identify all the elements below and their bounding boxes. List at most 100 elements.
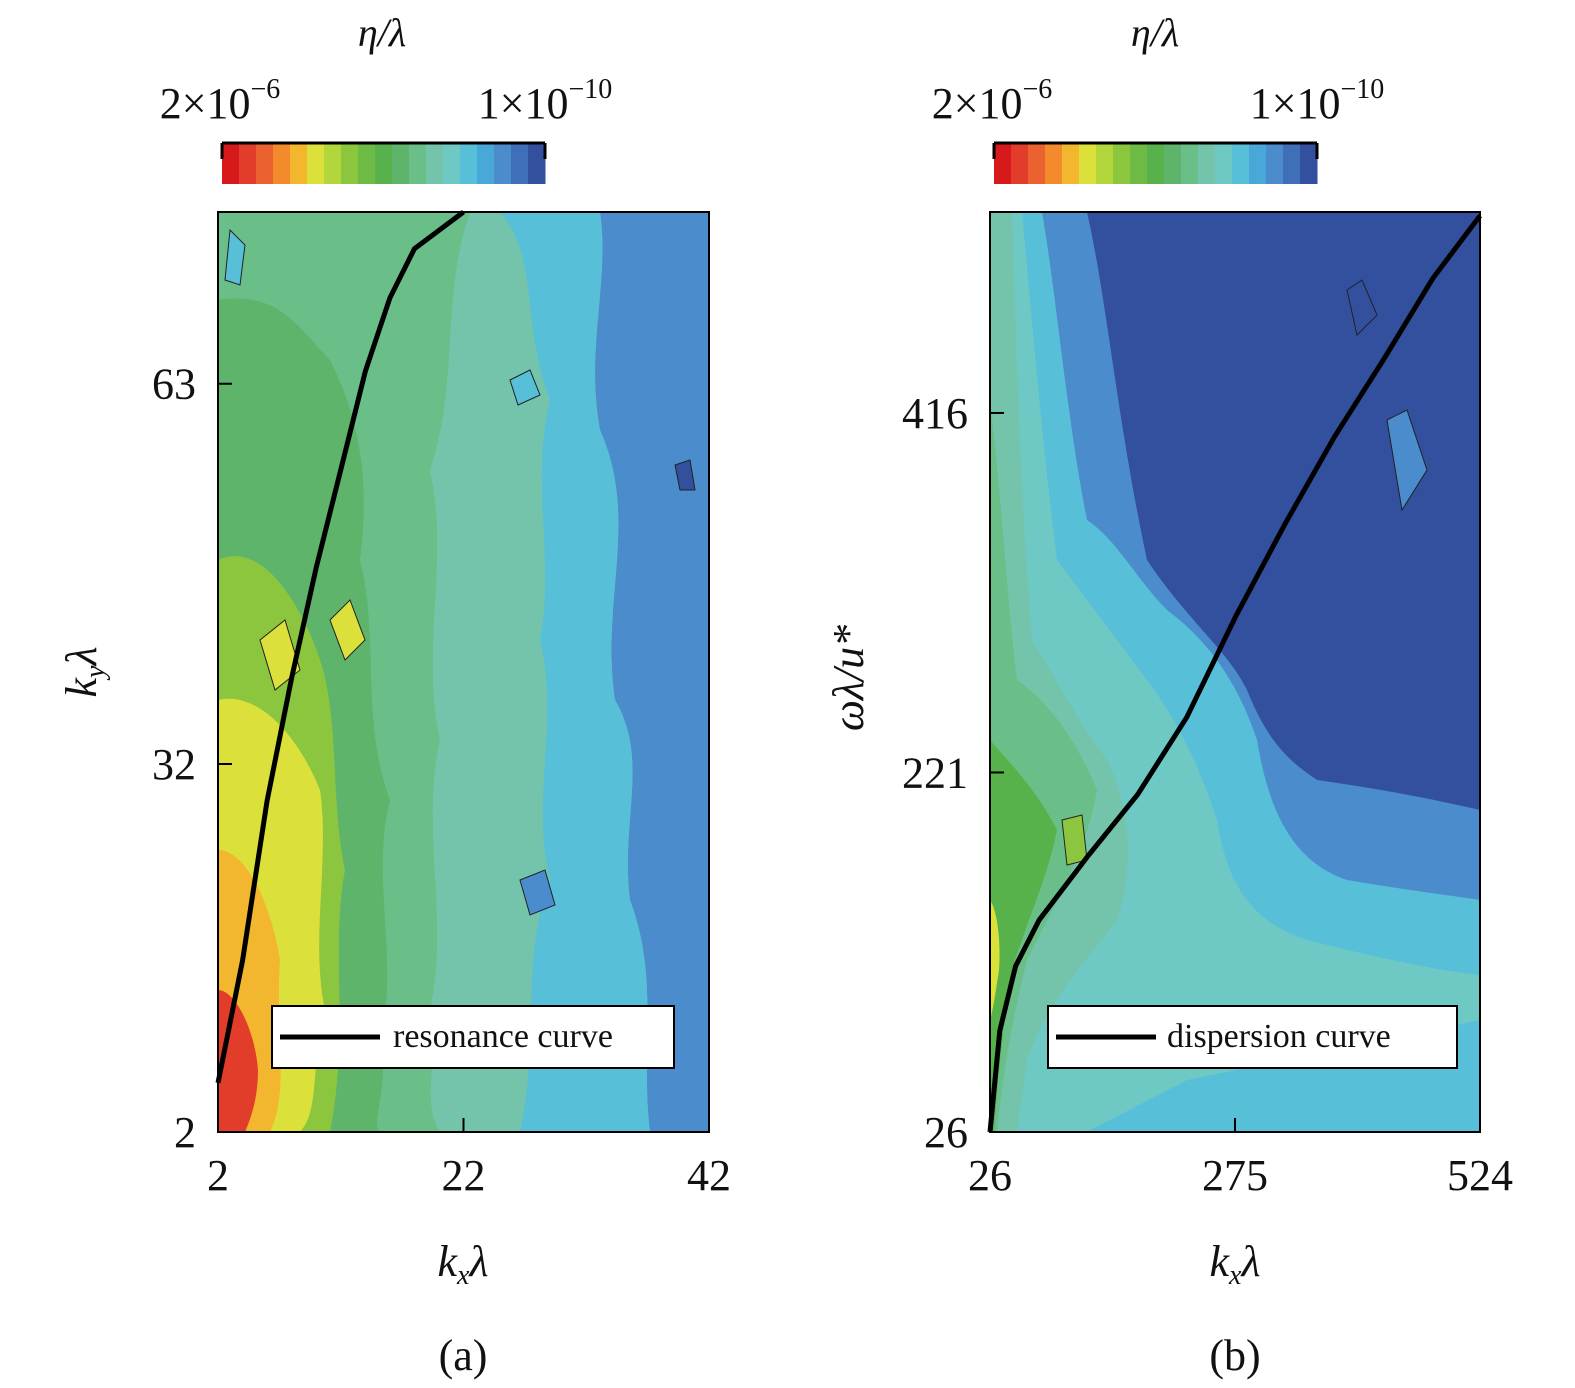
colorbar-swatch [1283,143,1301,184]
colorbar-swatch [1164,143,1182,184]
contour-island [1346,279,1378,336]
colorbar-swatch [477,143,495,184]
legend: dispersion curve [1047,1005,1458,1069]
axis-ticks-b: 26 275 524 26 221 416 [902,389,1513,1200]
colorbar-max-label: 1×10−10 [478,74,613,128]
colorbar-max-exponent: −10 [1341,74,1385,105]
contour-band-right [595,212,709,1132]
colorbar [992,141,1319,184]
x-tick-label: 22 [442,1151,486,1200]
contour-island [329,599,366,661]
y-tick-label: 26 [924,1108,968,1157]
panel-label: (b) [1209,1331,1260,1380]
x-tick-label: 42 [687,1151,731,1200]
colorbar-swatch [1045,143,1063,184]
colorbar-swatch [1232,143,1250,184]
contour-island [674,459,696,491]
colorbar-swatch [1215,143,1233,184]
colorbar-swatch [1079,143,1097,184]
contour-band-mid-blue [500,212,650,1132]
x-tick-label: 2 [207,1151,229,1200]
dispersion-curve [987,214,1482,1133]
colorbar-max-mantissa: 1×10 [1250,79,1341,128]
y-label-sub: y [80,665,111,681]
colorbar-max-label: 1×10−10 [1250,74,1385,128]
y-tick-label: 2 [174,1108,196,1157]
panel-b: η/λ 2×10−6 1×10−10 26 275 524 26 221 416 disp… [824,10,1513,1380]
colorbar-swatch [994,143,1012,184]
colorbar [220,141,547,184]
colorbar-swatch [1028,143,1046,184]
x-tick-label: 275 [1202,1151,1268,1200]
colorbar-swatch [358,143,376,184]
colorbar-swatch [1062,143,1080,184]
colorbar-swatch [443,143,461,184]
colorbar-title: η/λ [1131,10,1179,55]
y-axis-label: kyλ [57,646,111,697]
resonance-curve [215,209,465,1084]
colorbar-swatch [511,143,529,184]
x-label-main: k [1209,1237,1230,1286]
colorbar-swatch [1113,143,1131,184]
colorbar-min-mantissa: 2×10 [932,79,1023,128]
y-tick-label: 416 [902,389,968,438]
x-label-main: k [437,1237,458,1286]
colorbar-swatch [239,143,257,184]
colorbar-title: η/λ [358,10,406,55]
y-tick-label: 32 [152,740,196,789]
colorbar-swatch [341,143,359,184]
colorbar-swatch [1011,143,1029,184]
colorbar-swatch [256,143,274,184]
x-label-sub: x [456,1260,470,1291]
y-tick-label: 63 [152,360,196,409]
colorbar-swatch [375,143,393,184]
x-axis-label: kxλ [1209,1237,1260,1291]
contour-island [259,619,301,691]
colorbar-min-mantissa: 2×10 [160,79,251,128]
y-axis-label: ωλ/u* [824,625,873,731]
colorbar-max-mantissa: 1×10 [478,79,569,128]
contour-island [224,228,246,286]
contour-band-yellow [990,900,1000,1020]
x-label-sub: x [1228,1260,1242,1291]
colorbar-swatch [222,143,240,184]
colorbar-swatch [460,143,478,184]
x-tick-label: 524 [1447,1151,1513,1200]
heatmap-a [215,209,710,1133]
colorbar-swatch [528,143,546,184]
colorbar-swatch [1096,143,1114,184]
y-tick-label: 221 [902,748,968,797]
colorbar-min-exponent: −6 [251,74,281,105]
colorbar-swatch [307,143,325,184]
contour-island [1386,409,1428,512]
legend-label: dispersion curve [1167,1018,1391,1055]
x-tick-label: 26 [968,1151,1012,1200]
legend: resonance curve [271,1005,675,1069]
colorbar-min-label: 2×10−6 [160,74,281,128]
colorbar-swatch [1266,143,1284,184]
colorbar-swatch [426,143,444,184]
colorbar-max-exponent: −10 [569,74,613,105]
colorbar-swatch [1147,143,1165,184]
colorbar-swatch [409,143,427,184]
contour-island [519,869,556,916]
x-label-tail: λ [467,1237,488,1286]
x-axis-label: kxλ [437,1237,488,1291]
colorbar-min-label: 2×10−6 [932,74,1053,128]
colorbar-swatch [392,143,410,184]
colorbar-swatch [1130,143,1148,184]
colorbar-swatch [1198,143,1216,184]
colorbar-swatch [494,143,512,184]
colorbar-swatch [1181,143,1199,184]
colorbar-swatch [273,143,291,184]
legend-label: resonance curve [393,1018,613,1055]
heatmap-b [987,211,1482,1133]
contour-island [509,369,541,406]
colorbar-min-exponent: −6 [1023,74,1053,105]
colorbar-swatch [324,143,342,184]
contour-island [1061,814,1088,866]
panel-label: (a) [439,1331,488,1380]
y-label-main: k [57,677,106,698]
